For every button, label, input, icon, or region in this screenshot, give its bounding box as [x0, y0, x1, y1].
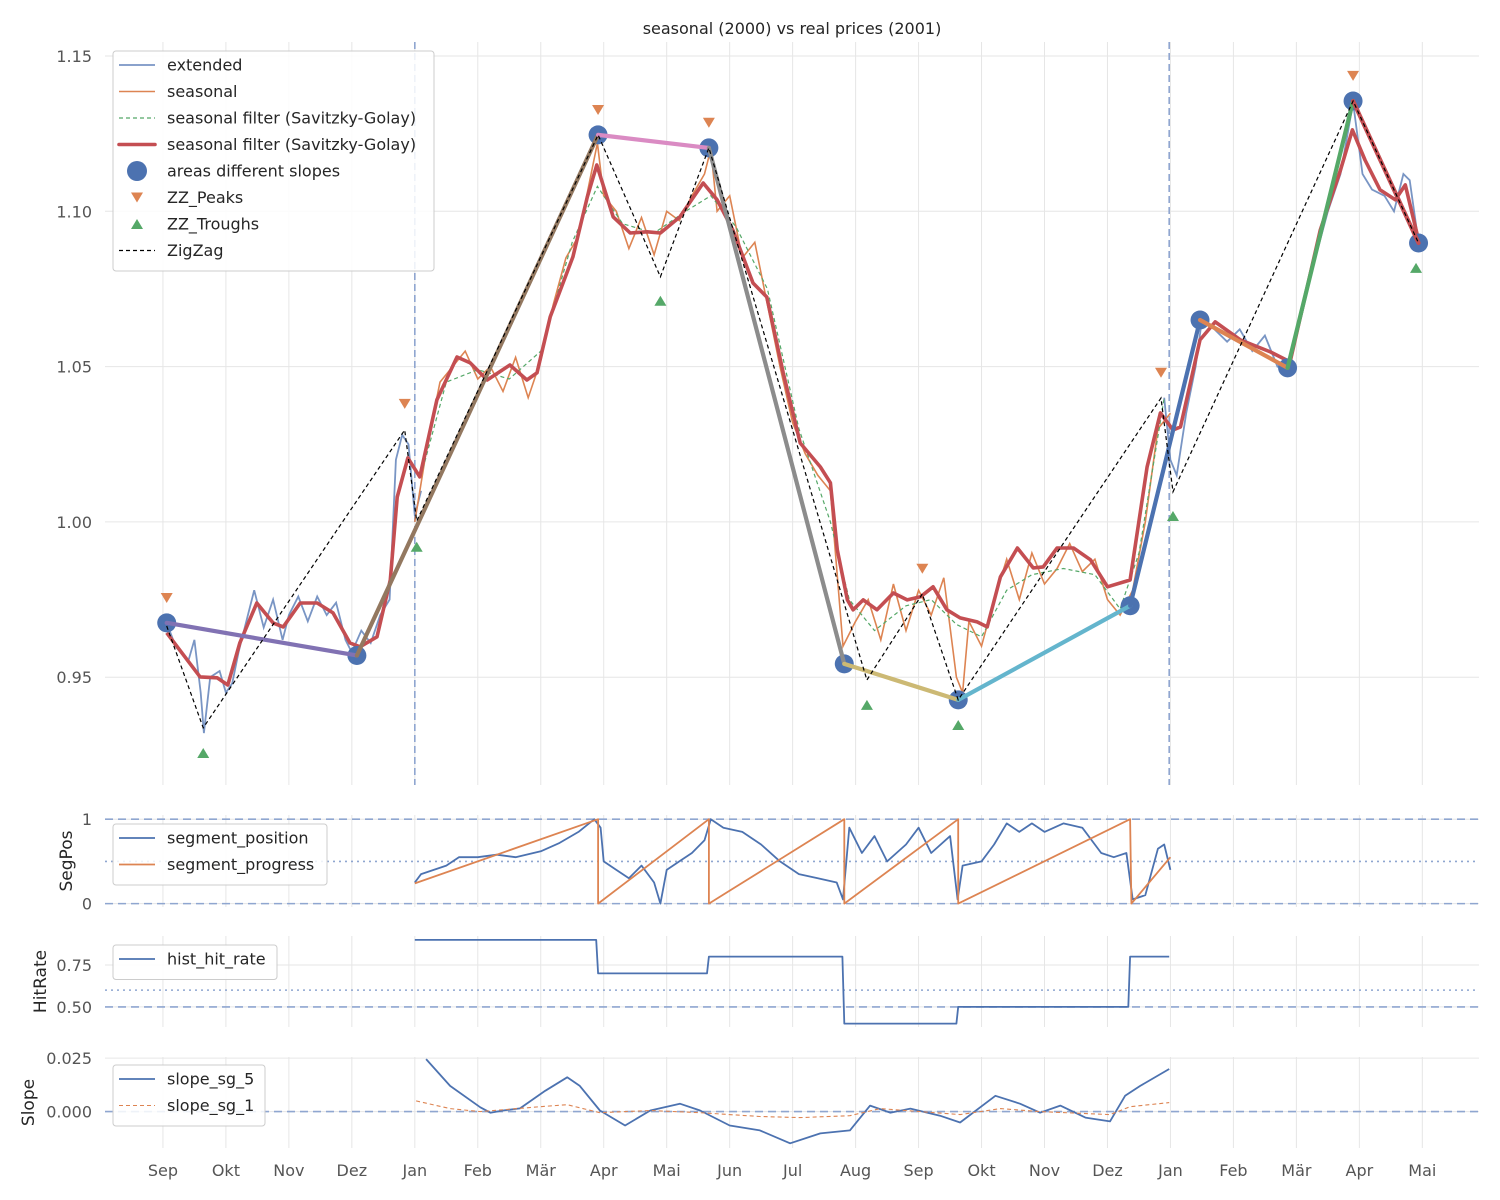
legend-box: [112, 823, 328, 886]
zigzag-line: [166, 99, 1420, 730]
x-tick-label: Dez: [1092, 1161, 1123, 1180]
x-tick-label: Mai: [1408, 1161, 1436, 1180]
legend-label: slope_sg_5: [167, 1070, 254, 1090]
x-tick-label: Aug: [840, 1161, 871, 1180]
y-tick-label: 1: [82, 810, 92, 829]
slope-segment-line: [706, 145, 847, 666]
hitrate-axes: 0.50 0.75 HitRate hist_hit_rate: [31, 936, 1479, 1027]
slope-axes: 0.000 0.025 Slope slope_sg_5 slope_sg_1: [19, 1049, 1479, 1148]
y-tick-label: 0.50: [56, 998, 92, 1017]
x-tick-label: Okt: [212, 1161, 240, 1180]
zz-trough-marker: [1166, 511, 1179, 522]
segpos-axes: 0 1 SegPos segment_position segment_progress: [57, 810, 1479, 914]
slope-segment-line: [842, 661, 961, 702]
zz-peak-marker: [398, 398, 411, 409]
price-axes: 0.95 1.00 1.05 1.10 1.15 extended seasonal seas…: [56, 42, 1479, 785]
slope-segment-line: [1285, 98, 1356, 370]
y-tick-label: 1.10: [56, 202, 92, 221]
x-tick-label: Jan: [401, 1161, 427, 1180]
legend-label: slope_sg_1: [167, 1096, 254, 1116]
zz-peak-marker: [702, 117, 715, 128]
zz-peak-marker: [160, 593, 173, 604]
x-tick-label: Apr: [590, 1161, 618, 1180]
y-tick-label: 1.15: [56, 47, 92, 66]
zz-trough-marker: [410, 541, 423, 552]
legend-swatch-troughs: [131, 219, 143, 229]
zz-peak-marker: [1347, 70, 1360, 81]
slope-segment-line: [595, 132, 711, 151]
legend-label: areas different slopes: [167, 162, 340, 181]
legend-box: [112, 50, 435, 272]
legend-label: seasonal filter (Savitzky-Golay): [167, 135, 416, 154]
legend-swatch-peaks: [131, 192, 143, 203]
x-tick-label: Feb: [464, 1161, 492, 1180]
extended-line: [165, 432, 422, 734]
legend-swatch-areas: [127, 161, 147, 181]
x-tick-label: Mär: [1281, 1161, 1312, 1180]
y-tick-label: 0.95: [56, 668, 92, 687]
zz-peak-marker: [916, 563, 929, 574]
x-tick-label: Jan: [1157, 1161, 1183, 1180]
y-tick-label: 0: [82, 895, 92, 914]
y-tick-label: 0.75: [56, 956, 92, 975]
y-tick-label: 1.05: [56, 358, 92, 377]
slope-sg-5-line: [425, 1058, 1170, 1145]
x-tick-label: Okt: [967, 1161, 995, 1180]
slope-segment-line: [1197, 317, 1290, 370]
legend-box: [112, 1064, 266, 1127]
legend-label: seasonal: [167, 82, 238, 101]
legend-label: segment_position: [167, 829, 309, 849]
x-tick-label: Mai: [653, 1161, 681, 1180]
legend-label: seasonal filter (Savitzky-Golay): [167, 109, 416, 128]
zz-trough-marker: [1410, 262, 1423, 273]
sg-filter-solid-line: [165, 128, 1421, 687]
zz-trough-marker: [860, 699, 873, 710]
chart-title: seasonal (2000) vs real prices (2001): [643, 19, 942, 38]
legend-label: ZZ_Peaks: [167, 188, 243, 208]
zz-trough-marker: [952, 720, 965, 731]
y-axis-label: Slope: [19, 1079, 39, 1126]
y-axis-label: SegPos: [57, 830, 77, 891]
hist-hit-rate-line: [414, 939, 1170, 1025]
legend-box: [112, 944, 278, 980]
x-tick-label: Mär: [526, 1161, 557, 1180]
x-tick-label: Feb: [1219, 1161, 1247, 1180]
x-tick-label: Dez: [337, 1161, 368, 1180]
y-tick-label: 1.00: [56, 513, 92, 532]
x-tick-label: Nov: [1029, 1161, 1060, 1180]
segment-progress-line: [414, 818, 1172, 905]
x-tick-labels: Sep Okt Nov Dez Jan Feb Mär Apr Mai Jun Jul Aug Sep O…: [148, 1161, 1437, 1180]
x-tick-label: Jul: [782, 1161, 802, 1180]
x-tick-label: Jun: [716, 1161, 742, 1180]
slope-segment-line: [164, 620, 359, 658]
x-tick-label: Sep: [903, 1161, 933, 1180]
zz-peak-marker: [592, 105, 605, 116]
segment-position-line: [414, 818, 1172, 905]
zz-trough-marker: [654, 295, 667, 306]
x-tick-label: Sep: [148, 1161, 178, 1180]
slope-sg-1-line: [415, 1100, 1170, 1119]
zz-peak-marker: [1155, 367, 1168, 378]
legend-label: segment_progress: [167, 855, 314, 875]
slope-segment-line: [1128, 317, 1203, 608]
slope-segment-line: [956, 603, 1133, 702]
y-tick-label: 0.000: [46, 1103, 92, 1122]
legend-label: ZigZag: [167, 241, 223, 260]
x-tick-label: Apr: [1346, 1161, 1374, 1180]
legend-label: ZZ_Troughs: [167, 215, 259, 235]
y-axis-label: HitRate: [31, 950, 51, 1013]
legend-label: hist_hit_rate: [167, 950, 266, 970]
legend-label: extended: [167, 56, 242, 75]
y-tick-label: 0.025: [46, 1049, 92, 1068]
zz-trough-marker: [197, 748, 210, 759]
x-tick-label: Nov: [273, 1161, 304, 1180]
